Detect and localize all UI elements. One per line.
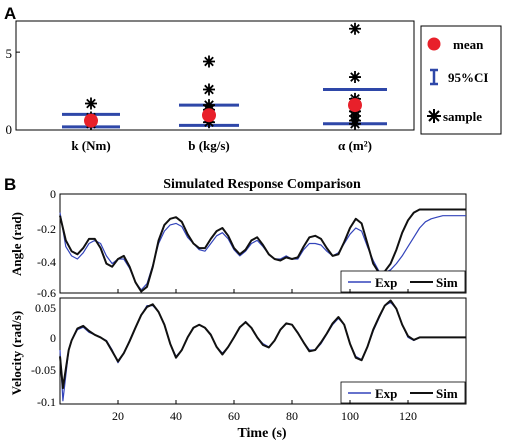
mean-marker-icon [427,37,441,51]
panel-a-legend: mean 95%CI sample [420,25,502,135]
angle-ytick-m02: -0.2 [37,222,56,236]
velocity-legend: Exp Sim [340,381,466,404]
legend-mean: mean [427,37,484,52]
panel-a-chart: 0 5 k (Nm) b (kg/s) α (m²) [6,20,415,153]
mean-point-2 [348,98,362,113]
angle-legend-exp-label: Exp [375,275,397,290]
sample-point-0-3 [85,97,97,110]
legend-mean-label: mean [453,37,484,52]
ci-bar-icon [430,68,438,86]
velocity-ytick-005: 0.05 [35,301,56,315]
panel-a-label: A [4,4,16,23]
angle-ytick-m06: -0.6 [37,286,56,300]
angle-axes [59,193,467,294]
legend-ci-label: 95%CI [448,70,488,85]
panel-a-xtick-b: b (kg/s) [188,138,230,153]
angle-legend-sim-label: Sim [436,275,458,290]
xtick-20: 20 [112,409,124,423]
legend-sample: sample [427,109,482,124]
sample-point-1-4 [203,99,215,112]
panel-a-ytick-5: 5 [6,46,13,61]
angle-series-sim [59,208,466,293]
velocity-ylabel: Velocity (rad/s) [9,311,24,395]
panel-a-xtick-alpha: α (m²) [338,138,372,153]
angle-subplot: 0 -0.2 -0.4 -0.6 Angle (rad) Exp Sim [9,187,467,300]
mean-point-0 [84,113,98,128]
angle-ytick-m04: -0.4 [37,255,56,269]
velocity-ytick-0: 0 [50,331,56,345]
sample-point-2-7 [349,71,361,84]
panel-a-axes [15,20,415,131]
velocity-subplot: 0.05 0 -0.05 -0.1 Velocity (rad/s) Exp S… [9,297,467,409]
angle-legend-box [340,270,466,293]
velocity-xticks: 20 40 60 80 100 120 [112,409,417,423]
velocity-legend-box [340,381,466,404]
legend-ci: 95%CI [430,68,488,86]
xtick-60: 60 [228,409,240,423]
angle-ytick-0: 0 [50,187,56,201]
panel-a-xtick-k: k (Nm) [71,138,110,153]
legend-sample-label: sample [443,109,482,124]
xtick-40: 40 [170,409,182,423]
velocity-legend-sim-label: Sim [436,386,458,401]
panel-b-title: Simulated Response Comparison [163,177,361,192]
xtick-80: 80 [286,409,298,423]
velocity-series-sim [59,299,466,390]
sample-point-1-6 [203,55,215,68]
panel-b-label: B [4,175,16,194]
velocity-ytick-m01: -0.1 [37,395,56,409]
sample-point-2-8 [349,22,361,35]
sample-point-1-5 [203,83,215,96]
xtick-100: 100 [341,409,359,423]
velocity-ytick-m005: -0.05 [31,363,56,377]
panel-b-xlabel: Time (s) [237,426,286,441]
panel-a-ytick-0: 0 [6,122,13,137]
sample-asterisk-icon [427,109,441,123]
mean-point-1 [202,108,216,123]
xtick-120: 120 [399,409,417,423]
angle-ylabel: Angle (rad) [9,212,24,276]
angle-legend: Exp Sim [340,270,466,293]
velocity-legend-exp-label: Exp [375,386,397,401]
